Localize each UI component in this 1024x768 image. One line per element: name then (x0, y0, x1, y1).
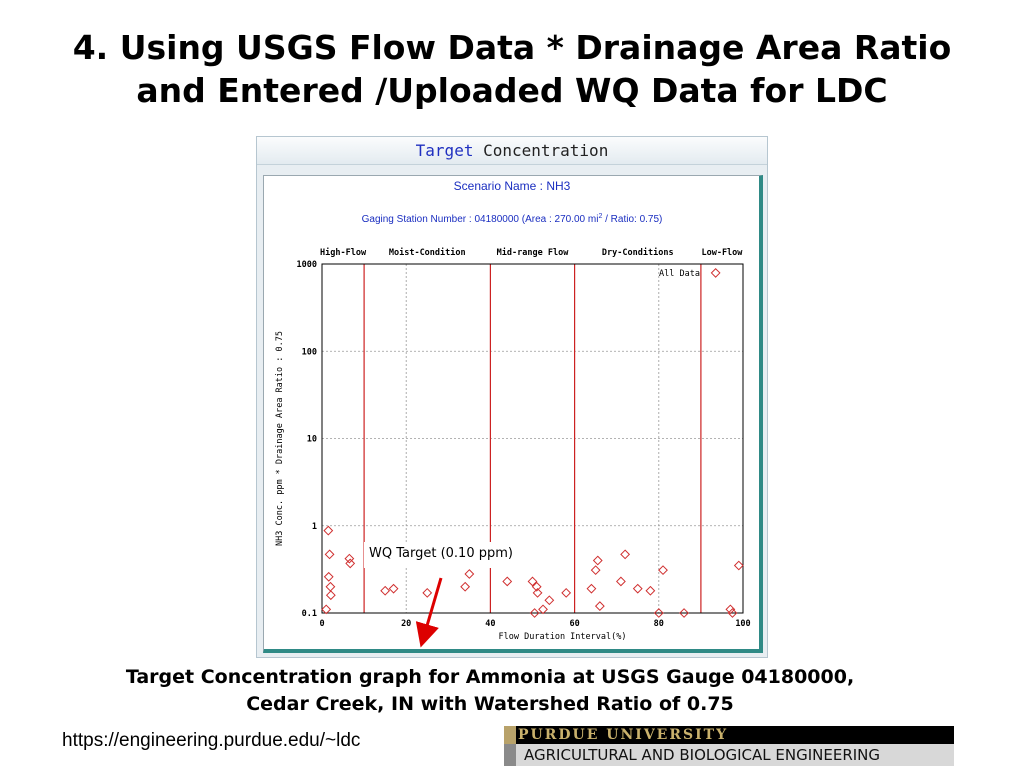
logo-bottom-bar: AGRICULTURAL AND BIOLOGICAL ENGINEERING (504, 744, 954, 766)
data-point (658, 565, 668, 576)
data-point (538, 604, 548, 615)
ldc-chart: Scenario Name : NH3 Gaging Station Numbe… (275, 179, 751, 642)
zone-label: High-Flow (320, 247, 367, 258)
y-tick-label: 0.1 (302, 609, 317, 619)
data-point (324, 549, 335, 560)
data-point (710, 268, 721, 278)
x-tick-label: 80 (654, 619, 664, 629)
data-point (592, 555, 603, 566)
data-point (561, 587, 572, 598)
data-point (323, 525, 334, 536)
data-point (321, 604, 332, 615)
data-point (727, 608, 738, 618)
logo-gold-accent (504, 726, 516, 744)
caption-line1: Target Concentration graph for Ammonia a… (125, 666, 855, 688)
caption-line2: Cedar Creek, IN with Watershed Ratio of … (246, 693, 734, 715)
station-prefix: Gaging Station Number : 04180000 (Area :… (362, 214, 599, 225)
data-point (325, 581, 336, 592)
station-sup: 2 (598, 213, 602, 220)
x-tick-label: 40 (485, 619, 495, 629)
data-point (527, 576, 538, 587)
x-tick-labels: 0 20 40 60 80 100 (319, 619, 750, 629)
data-point (620, 549, 631, 560)
plot-area (321, 263, 744, 614)
logo-department: AGRICULTURAL AND BIOLOGICAL ENGINEERING (524, 746, 881, 764)
slide-title: 4. Using USGS Flow Data * Drainage Area … (0, 26, 1024, 112)
chart-panel: Target Concentration Scenario Name : NH3… (256, 136, 768, 658)
x-axis-label: Flow Duration Interval(%) (499, 632, 627, 642)
data-point (529, 608, 540, 618)
zone-label: Low-Flow (701, 248, 743, 258)
data-point (653, 608, 664, 618)
data-point (325, 590, 336, 601)
y-tick-label: 1000 (297, 260, 317, 270)
data-point (460, 581, 471, 592)
zone-label: Moist-Condition (389, 247, 466, 258)
station-suffix: / Ratio: 0.75) (602, 214, 662, 225)
data-point (464, 569, 475, 579)
chart-frame: Scenario Name : NH3 Gaging Station Numbe… (263, 175, 763, 653)
data-point (632, 583, 643, 594)
figure-caption: Target Concentration graph for Ammonia a… (0, 664, 980, 718)
zone-label: Mid-range Flow (497, 247, 570, 258)
data-point (531, 581, 542, 592)
scenario-name: Scenario Name : NH3 (454, 179, 571, 193)
slide-title-line2: and Entered /Uploaded WQ Data for LDC (136, 71, 888, 110)
data-point (422, 587, 433, 598)
data-point (725, 604, 736, 615)
data-point (733, 560, 744, 571)
x-tick-label: 100 (735, 619, 750, 629)
x-tick-label: 20 (401, 619, 411, 629)
data-point (594, 601, 605, 611)
legend-all-data: All Data (659, 269, 700, 279)
wq-target-annotation: WQ Target (0.10 ppm) (364, 542, 518, 568)
panel-title-concentration: Concentration (483, 141, 609, 160)
data-point (345, 558, 356, 569)
purdue-logo: PURDUE UNIVERSITY AGRICULTURAL AND BIOLO… (504, 726, 954, 766)
source-url[interactable]: https://engineering.purdue.edu/~ldc (62, 730, 361, 751)
data-point (616, 576, 626, 587)
data-point (380, 585, 391, 596)
x-tick-label: 60 (569, 619, 579, 629)
data-point (323, 571, 334, 582)
data-point (344, 553, 355, 564)
y-tick-labels: 0.1 1 10 100 1000 (297, 260, 317, 619)
gaging-station-label: Gaging Station Number : 04180000 (Area :… (362, 213, 663, 225)
logo-university-name: PURDUE UNIVERSITY (518, 727, 729, 743)
slide-title-line1: 4. Using USGS Flow Data * Drainage Area … (72, 28, 952, 67)
panel-header: Target Concentration (257, 137, 767, 165)
data-point (544, 595, 555, 606)
data-point (679, 608, 689, 618)
logo-top-bar: PURDUE UNIVERSITY (504, 726, 954, 744)
data-point (532, 587, 543, 598)
x-tick-label: 0 (319, 619, 324, 629)
logo-grey-accent (504, 744, 516, 766)
y-tick-label: 100 (302, 347, 317, 357)
data-point (388, 583, 399, 594)
y-tick-label: 1 (312, 522, 317, 532)
panel-title-target: Target (415, 141, 474, 160)
data-points (321, 268, 744, 618)
y-axis-label: NH3 Conc. ppm * Drainage Area Ratio : 0.… (275, 331, 285, 546)
data-point (502, 576, 513, 587)
data-point (590, 565, 601, 576)
zone-labels: High-Flow Moist-Condition Mid-range Flow Dr… (320, 247, 743, 258)
data-point (645, 585, 656, 596)
y-tick-label: 10 (307, 435, 317, 445)
data-point (586, 583, 597, 594)
zone-label: Dry-Conditions (602, 247, 674, 258)
